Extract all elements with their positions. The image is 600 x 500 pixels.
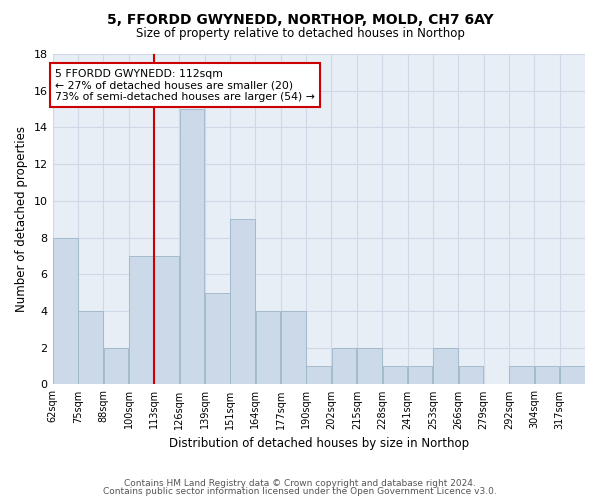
Bar [129,256,154,384]
Bar [230,219,255,384]
X-axis label: Distribution of detached houses by size in Northop: Distribution of detached houses by size … [169,437,469,450]
Bar [509,366,534,384]
Bar [458,366,483,384]
Bar [53,238,77,384]
Text: Contains public sector information licensed under the Open Government Licence v3: Contains public sector information licen… [103,487,497,496]
Bar [307,366,331,384]
Text: Size of property relative to detached houses in Northop: Size of property relative to detached ho… [136,28,464,40]
Bar [154,256,179,384]
Bar [104,348,128,385]
Bar [179,109,204,384]
Bar [78,311,103,384]
Text: Contains HM Land Registry data © Crown copyright and database right 2024.: Contains HM Land Registry data © Crown c… [124,478,476,488]
Bar [205,292,230,384]
Bar [535,366,559,384]
Bar [357,348,382,385]
Bar [383,366,407,384]
Bar [408,366,433,384]
Text: 5, FFORDD GWYNEDD, NORTHOP, MOLD, CH7 6AY: 5, FFORDD GWYNEDD, NORTHOP, MOLD, CH7 6A… [107,12,493,26]
Bar [433,348,458,385]
Text: 5 FFORDD GWYNEDD: 112sqm
← 27% of detached houses are smaller (20)
73% of semi-d: 5 FFORDD GWYNEDD: 112sqm ← 27% of detach… [55,68,315,102]
Y-axis label: Number of detached properties: Number of detached properties [15,126,28,312]
Bar [281,311,306,384]
Bar [560,366,584,384]
Bar [256,311,280,384]
Bar [332,348,356,385]
